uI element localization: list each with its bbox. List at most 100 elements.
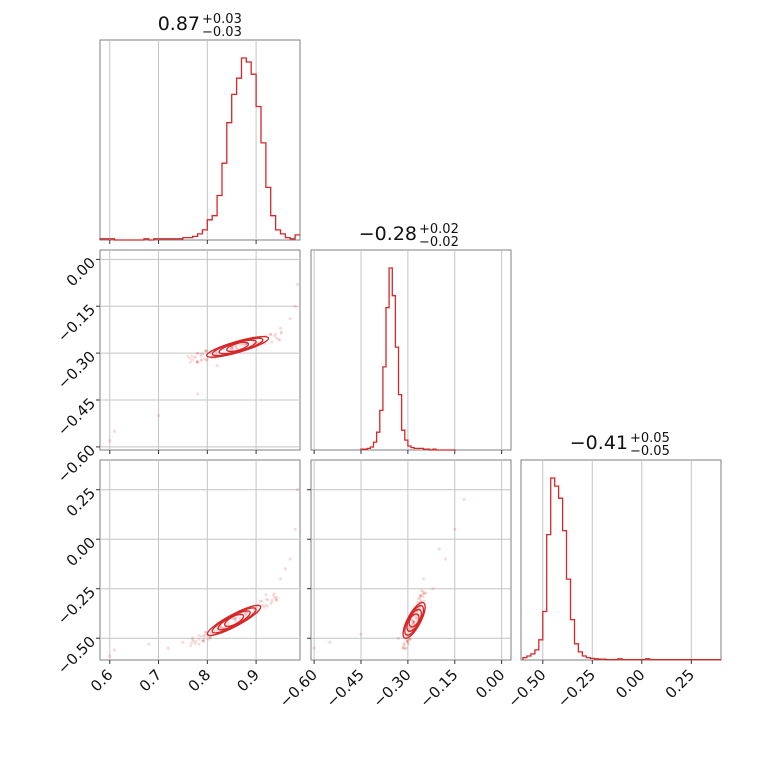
- contour-p1-p2-3: [206, 335, 270, 358]
- sample-point-p1-p3-10: [264, 593, 268, 597]
- panel-frame-p2-p3: [310, 459, 512, 661]
- cloud-point-p2-p3-17: [410, 618, 413, 622]
- cloud-point-p1-p2-10: [205, 349, 208, 353]
- cloud-point-p2-p3-59: [412, 621, 416, 624]
- cloud-point-p1-p3-15: [197, 634, 201, 637]
- panel-hist-p2: [310, 249, 512, 454]
- cloud-point-p1-p2-65: [204, 349, 207, 352]
- y-tick-label-p1-p2-3: −0.15: [54, 301, 99, 346]
- x-tick-label-p1-p3-2: 0.8: [185, 666, 215, 696]
- contour-p1-p3-3: [206, 604, 262, 637]
- cloud-point-p1-p3-7: [204, 630, 208, 634]
- y-tick-label-p1-p2-4: 0.00: [63, 254, 99, 290]
- cloud-point-p1-p2-80: [238, 344, 242, 347]
- cloud-point-p1-p3-34: [192, 639, 196, 643]
- cloud-point-p1-p2-74: [195, 360, 199, 364]
- histogram-line-p1: [99, 57, 300, 241]
- cloud-point-p1-p3-44: [208, 636, 212, 640]
- sample-point-p2-p3-3: [437, 547, 441, 551]
- sample-point-p2-p3-4: [453, 527, 457, 531]
- x-tick-label-p2-p3-2: −0.30: [369, 666, 414, 711]
- sample-point-p1-p3-5: [278, 577, 283, 581]
- panel-p1-p3: 0.6 0.7 0.8 0.9 −0.50 −0.25 0.00 0.25: [54, 459, 301, 696]
- cloud-point-p2-p3-88: [411, 619, 415, 623]
- sample-point-p2-p3-7: [431, 587, 435, 591]
- cloud-point-p2-p3-47: [407, 642, 411, 646]
- x-tick-label-p1-p3-1: 0.7: [136, 666, 166, 696]
- cloud-point-p2-p3-30: [402, 643, 405, 646]
- cloud-point-p2-p3-31: [403, 644, 406, 647]
- contour-p1-p2-0: [226, 341, 250, 353]
- y-tick-label-p1-p3-1: −0.25: [54, 583, 99, 628]
- cloud-point-p2-p3-1: [414, 616, 417, 620]
- cloud-point-p2-p3-9: [408, 638, 411, 641]
- cloud-point-p1-p2-30: [279, 331, 283, 335]
- title-p3: −0.41: [570, 432, 628, 454]
- cloud-point-p1-p3-43: [232, 617, 236, 621]
- sample-point-p1-p2-6: [278, 326, 283, 330]
- cloud-point-p1-p3-88: [234, 619, 238, 623]
- cloud-point-p1-p3-53: [201, 639, 205, 643]
- cloud-point-p2-p3-81: [405, 640, 409, 643]
- sample-point-p2-p3-1: [328, 640, 332, 644]
- cloud-point-p2-p3-50: [411, 621, 415, 625]
- cloud-point-p1-p3-6: [261, 603, 265, 607]
- sample-point-p2-p3-2: [359, 632, 363, 636]
- cloud-point-p1-p2-0: [235, 346, 239, 350]
- sample-point-p1-p2-4: [205, 357, 209, 361]
- cloud-point-p2-p3-71: [402, 641, 406, 645]
- x-tick-label-p1-p3-0: 0.6: [87, 666, 117, 696]
- sample-point-p1-p3-4: [181, 640, 185, 644]
- cloud-point-p2-p3-86: [421, 590, 425, 593]
- cloud-point-p1-p3-36: [263, 605, 266, 609]
- y-tick-label-p1-p2-2: −0.30: [54, 347, 99, 392]
- cloud-point-p1-p2-56: [204, 349, 208, 353]
- cloud-point-p1-p3-69: [273, 596, 277, 599]
- cloud-point-p1-p2-18: [240, 342, 244, 346]
- cloud-point-p1-p2-26: [201, 352, 205, 355]
- cloud-point-p2-p3-29: [411, 621, 415, 625]
- cloud-point-p1-p3-56: [275, 595, 279, 599]
- cloud-point-p1-p3-68: [270, 598, 274, 601]
- sample-point-p1-p2-10: [269, 332, 273, 336]
- cloud-point-p1-p3-89: [275, 599, 278, 602]
- cloud-point-p1-p2-62: [194, 355, 198, 359]
- sample-point-p1-p2-7: [293, 304, 297, 308]
- cloud-point-p1-p3-47: [197, 642, 201, 646]
- cloud-point-p1-p2-50: [200, 358, 204, 361]
- cloud-point-p1-p2-38: [277, 338, 280, 341]
- cloud-point-p1-p2-51: [274, 332, 277, 336]
- cloud-point-p1-p3-59: [202, 634, 206, 637]
- title-p2-upper: +0.02: [419, 222, 459, 237]
- title-p2-median: −0.28: [359, 223, 417, 245]
- cloud-point-p1-p2-3: [195, 360, 199, 363]
- sample-point-p1-p3-3: [166, 646, 170, 650]
- contour-p2-p3-1: [406, 608, 423, 632]
- x-tick-label-p2-p3-1: −0.45: [323, 666, 368, 711]
- cloud-point-p1-p3-29: [194, 640, 198, 643]
- x-tick-label-hist-p3-3: 0.25: [662, 666, 698, 702]
- cloud-point-p1-p2-45: [188, 356, 192, 360]
- cloud-point-p1-p3-58: [272, 592, 276, 595]
- cloud-point-p1-p2-2: [230, 347, 234, 350]
- y-tick-label-p1-p3-2: 0.00: [63, 534, 99, 570]
- cloud-point-p2-p3-19: [401, 646, 405, 650]
- cloud-point-p1-p3-31: [255, 605, 259, 609]
- panels-layer: −0.50 −0.25 0.00 0.25−0.60−0.45−0.30−0.150.…: [54, 39, 722, 711]
- cloud-point-p1-p3-9: [221, 626, 225, 630]
- cloud-point-p1-p2-59: [269, 333, 272, 336]
- cloud-point-p1-p3-57: [269, 602, 273, 605]
- cloud-point-p2-p3-63: [419, 594, 423, 598]
- histogram-line-p2: [360, 267, 456, 451]
- cloud-point-p1-p2-14: [228, 348, 232, 351]
- cloud-point-p1-p3-74: [234, 617, 238, 621]
- cloud-point-p1-p3-26: [201, 639, 205, 643]
- x-tick-label-hist-p3-0: −0.50: [504, 666, 549, 711]
- contour-p1-p3-0: [223, 613, 245, 628]
- cloud-point-p1-p2-85: [273, 334, 276, 338]
- cloud-point-p1-p2-33: [231, 346, 235, 349]
- contour-p2-p3-3: [402, 601, 426, 640]
- title-p1-lower: −0.03: [202, 25, 242, 40]
- sample-point-p1-p2-2: [156, 414, 161, 418]
